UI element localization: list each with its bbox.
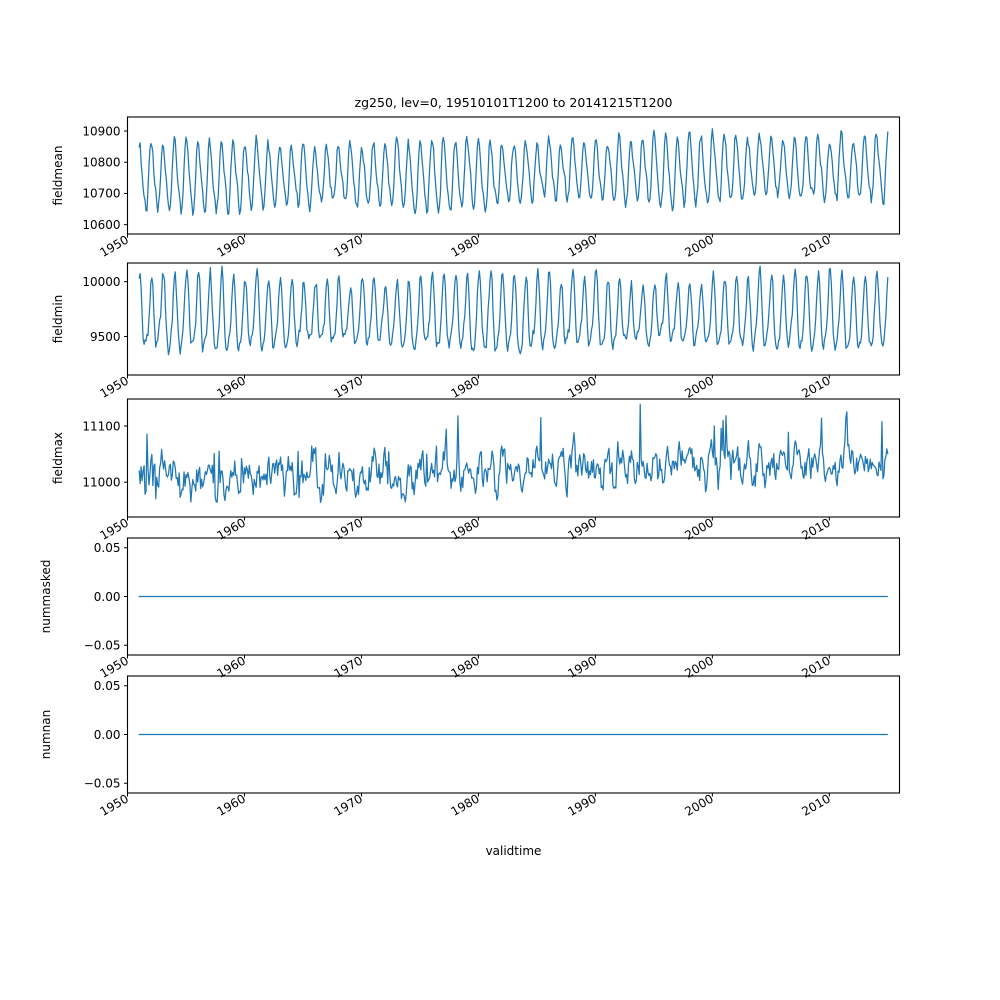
x-tick-label: 1980: [448, 653, 481, 680]
y-axis-label: numnan: [39, 710, 53, 759]
x-tick-label: 1950: [98, 791, 131, 818]
x-tick-label: 2010: [799, 791, 832, 818]
x-tick-label: 1960: [215, 791, 248, 818]
x-tick-label: 1980: [448, 373, 481, 400]
x-tick-label: 1960: [215, 653, 248, 680]
data-line-fieldmean: [138, 128, 889, 216]
x-tick-label: 1990: [565, 515, 598, 542]
y-tick-label: 10000: [82, 275, 120, 289]
x-tick-label: 2000: [682, 515, 715, 542]
y-tick-label: −0.05: [84, 777, 121, 791]
x-tick-label: 2000: [682, 373, 715, 400]
y-axis-label: fieldmin: [51, 295, 65, 344]
y-tick-label: 9500: [90, 330, 121, 344]
x-tick-label: 1990: [565, 232, 598, 259]
y-axis-label: fieldmax: [51, 432, 65, 484]
x-tick-label: 1990: [565, 653, 598, 680]
x-tick-label: 2000: [682, 232, 715, 259]
axes-frame: [126, 116, 901, 235]
x-tick-label: 2000: [682, 653, 715, 680]
x-tick-label: 1960: [215, 515, 248, 542]
y-tick-label: 0.05: [94, 679, 121, 693]
y-axis-label: fieldmean: [51, 146, 65, 206]
y-tick-label: 0.00: [94, 590, 121, 604]
y-axis-label: nummasked: [39, 560, 53, 634]
panel-nummasked: −0.05 0.00 0.05 1950 1960 1970 1980 1990 2000 201…: [39, 537, 901, 681]
x-tick-label: 2010: [799, 653, 832, 680]
x-tick-label: 1980: [448, 515, 481, 542]
x-tick-label: 2010: [799, 515, 832, 542]
x-tick-label: 1970: [331, 373, 364, 400]
x-tick-label: 1980: [448, 232, 481, 259]
panel-fieldmin: 9500 10000 1950 1960 1970 1980 1990 2000 2010 fie…: [51, 262, 901, 401]
x-tick-label: 1980: [448, 791, 481, 818]
y-tick-label: 0.00: [94, 728, 121, 742]
x-axis-label: validtime: [486, 844, 542, 858]
axes-frame: [126, 262, 901, 376]
x-tick-label: 1950: [98, 515, 131, 542]
x-tick-label: 1970: [331, 515, 364, 542]
panel-fieldmax: 11000 11100 1950 1960 1970 1980 1990 2000 2010 fi…: [51, 398, 901, 543]
y-tick-label: 11100: [82, 419, 120, 433]
x-tick-label: 2000: [682, 791, 715, 818]
y-tick-label: 10800: [82, 156, 120, 170]
y-tick-label: 11000: [82, 475, 120, 489]
x-tick-label: 1970: [331, 232, 364, 259]
x-tick-label: 1950: [98, 232, 131, 259]
x-tick-label: 2010: [799, 373, 832, 400]
x-tick-label: 1960: [215, 373, 248, 400]
y-tick-label: 0.05: [94, 541, 121, 555]
data-line-fieldmin: [138, 265, 889, 356]
y-tick-label: 10900: [82, 124, 120, 138]
x-tick-label: 1950: [98, 653, 131, 680]
x-tick-label: 1990: [565, 791, 598, 818]
x-tick-label: 1970: [331, 791, 364, 818]
x-tick-label: 1950: [98, 373, 131, 400]
y-tick-label: 10600: [82, 218, 120, 232]
x-tick-label: 1960: [215, 232, 248, 259]
x-tick-label: 1990: [565, 373, 598, 400]
panel-numnan: −0.05 0.00 0.05 1950 1960 1970 1980 1990 2000 201…: [39, 675, 901, 819]
panel-fieldmean: 10600 10700 10800 10900 1950 1960 1970 1980 1990…: [51, 116, 901, 260]
x-tick-label: 1970: [331, 653, 364, 680]
figure-title: zg250, lev=0, 19510101T1200 to 20141215T…: [355, 95, 673, 110]
axes-frame: [126, 398, 901, 518]
y-tick-label: −0.05: [84, 639, 121, 653]
y-tick-label: 10700: [82, 187, 120, 201]
x-tick-label: 2010: [799, 232, 832, 259]
data-line-fieldmax: [138, 403, 889, 503]
